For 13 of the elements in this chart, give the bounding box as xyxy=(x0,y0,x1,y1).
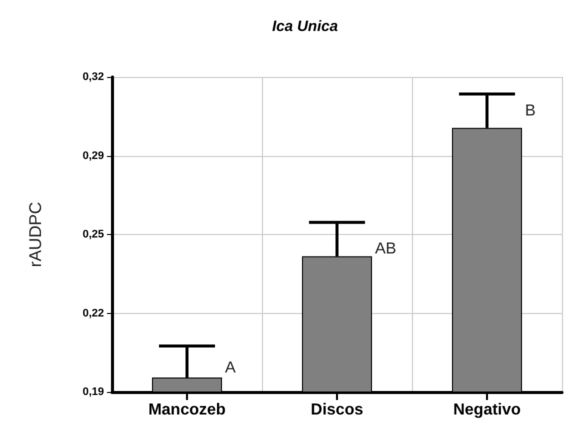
y-tick-label: 0,22 xyxy=(82,307,104,320)
x-tick-label: Discos xyxy=(310,402,364,418)
annotation: B xyxy=(525,102,536,120)
x-tick-label: Mancozeb xyxy=(148,402,226,418)
annotation: A xyxy=(225,359,236,376)
annotation: AB xyxy=(375,240,396,258)
y-axis-title: rAUDPC xyxy=(26,202,45,268)
y-tick-label: 0,19 xyxy=(82,386,104,398)
x-tick-label: Negativo xyxy=(453,402,522,418)
y-tick-label: 0,29 xyxy=(82,150,104,162)
chart-title: Ica Unica xyxy=(272,18,338,35)
y-tick-label: 0,25 xyxy=(82,228,104,240)
y-tick-label: 0,32 xyxy=(82,71,104,83)
